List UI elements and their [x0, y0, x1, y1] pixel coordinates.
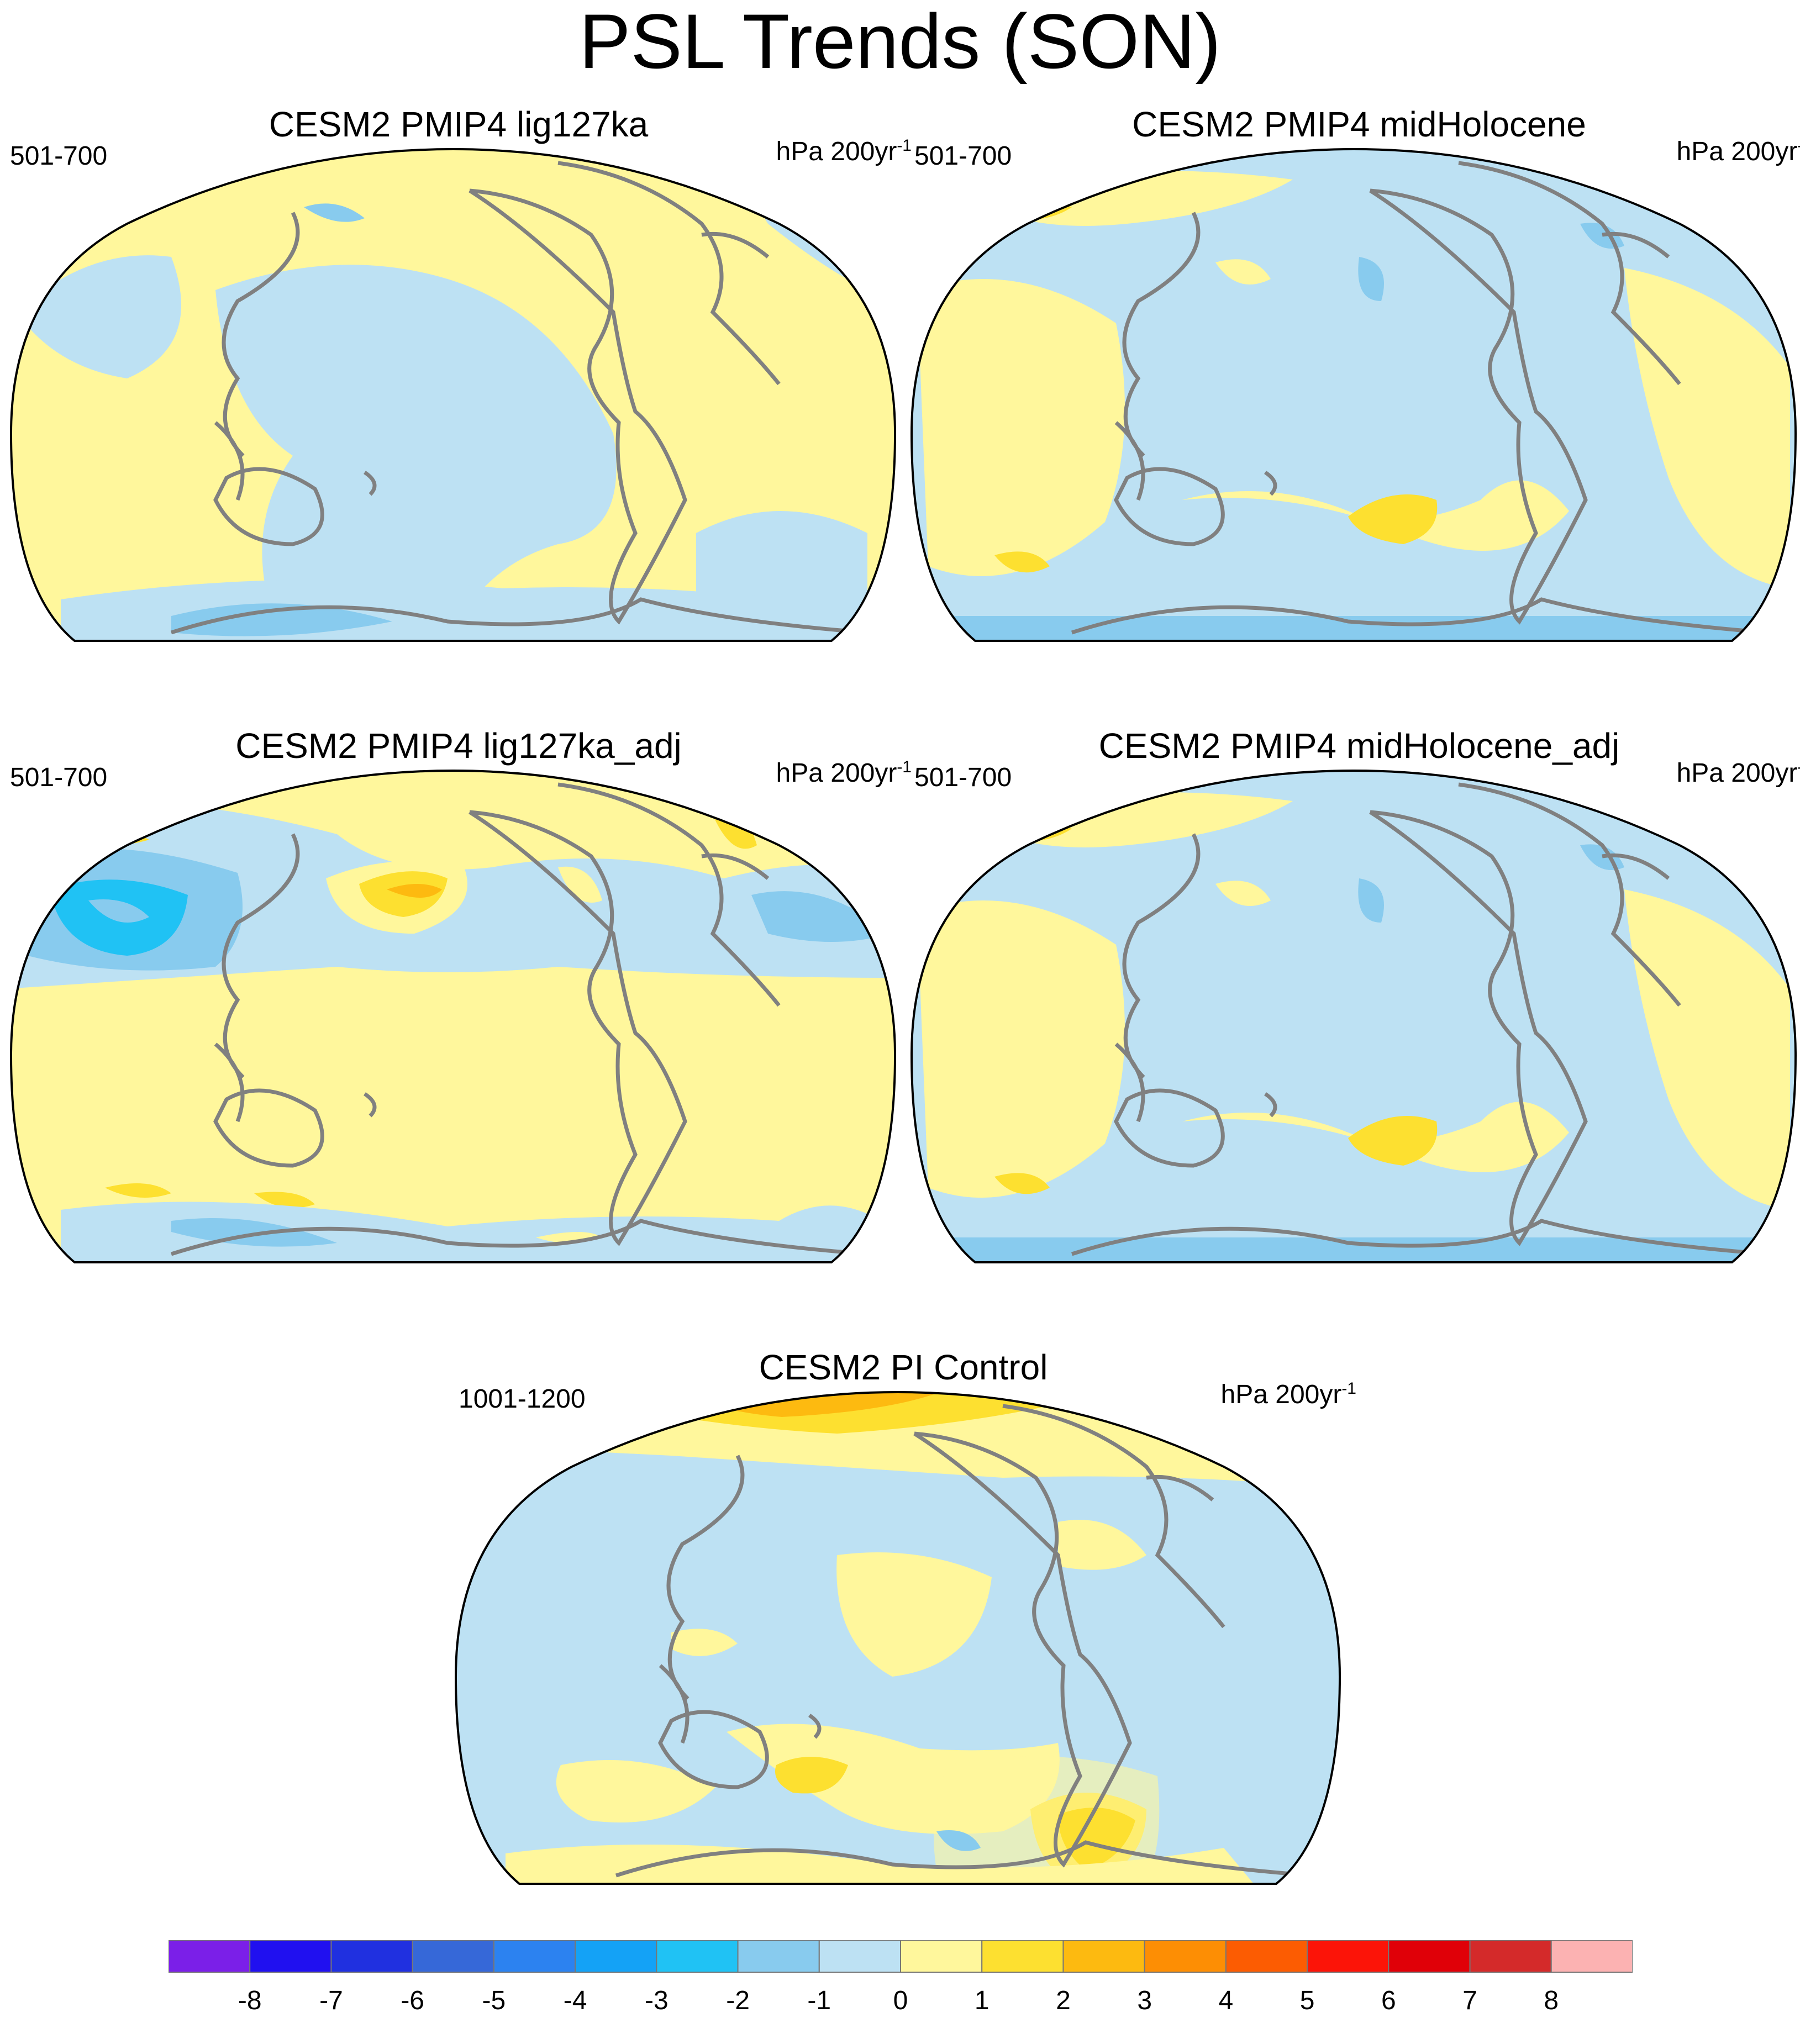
- colorbar-tick-label: -7: [319, 1986, 343, 2015]
- map-midHolocene_adj: [910, 769, 1797, 1263]
- coastlines: [615, 1404, 1336, 1878]
- period-label: 501-700: [10, 141, 108, 171]
- panel-title: CESM2 PMIP4 lig127ka: [269, 104, 649, 144]
- colorbar-tick-label: -3: [645, 1986, 669, 2015]
- colorbar-box: [575, 1940, 657, 1973]
- panel-title: CESM2 PMIP4 lig127ka_adj: [235, 726, 682, 766]
- colorbar-tick-label: 8: [1544, 1986, 1559, 2015]
- colorbar-box: [1062, 1940, 1145, 1973]
- colorbar-labels: -8 -7 -6 -5 -4 -3 -2 -1 0 1 2 3 4 5 6 7 8: [238, 1986, 1559, 2015]
- map-piControl: [454, 1390, 1341, 1885]
- colorbar-box: [981, 1940, 1064, 1973]
- colorbar-boxes: [169, 1940, 1633, 1973]
- colorbar-tick-label: 3: [1137, 1986, 1152, 2015]
- colorbar-box: [412, 1940, 494, 1973]
- units-label: hPa 200yr-1: [1676, 136, 1800, 166]
- panel-title: CESM2 PI Control: [759, 1347, 1048, 1387]
- coastlines: [170, 161, 891, 635]
- map-lig127ka_adj: [9, 769, 897, 1263]
- colorbar-box: [493, 1940, 576, 1973]
- figure-title: PSL Trends (SON): [579, 0, 1221, 85]
- colorbar-tick-label: -5: [482, 1986, 506, 2015]
- colorbar-tick-label: 1: [975, 1986, 990, 2015]
- colorbar-box: [1144, 1940, 1227, 1973]
- colorbar-box: [1307, 1940, 1390, 1973]
- panel-title: CESM2 PMIP4 midHolocene_adj: [1098, 726, 1620, 766]
- panel-title: CESM2 PMIP4 midHolocene: [1132, 104, 1586, 144]
- colorbar-box: [330, 1940, 413, 1973]
- units-label: hPa 200yr-1: [1676, 758, 1800, 788]
- colorbar-box: [737, 1940, 820, 1973]
- period-label: 501-700: [914, 763, 1012, 792]
- colorbar-tick-label: -2: [726, 1986, 750, 2015]
- period-label: 1001-1200: [459, 1384, 586, 1414]
- units-label: hPa 200yr-1: [1220, 1379, 1357, 1409]
- colorbar-tick-label: -8: [238, 1986, 262, 2015]
- map-lig127ka: [9, 147, 897, 642]
- period-label: 501-700: [10, 763, 108, 792]
- colorbar-tick-label: 4: [1219, 1986, 1234, 2015]
- colorbar-tick-label: 2: [1056, 1986, 1071, 2015]
- colorbar-box: [900, 1940, 983, 1973]
- map-midHolocene: [910, 147, 1797, 642]
- colorbar-box: [169, 1940, 251, 1973]
- panel-piControl: CESM2 PI Control 1001-1200 hPa 200yr-1: [450, 1345, 1356, 1920]
- colorbar-tick-label: -4: [564, 1986, 587, 2015]
- coastlines: [170, 782, 891, 1256]
- colorbar-tick-label: 0: [893, 1986, 908, 2015]
- panel-midHolocene_adj: CESM2 PMIP4 midHolocene_adj 501-700 hPa …: [906, 724, 1800, 1298]
- colorbar: -8 -7 -6 -5 -4 -3 -2 -1 0 1 2 3 4 5 6 7 8: [169, 1940, 1633, 2015]
- period-label: 501-700: [914, 141, 1012, 171]
- colorbar-box: [1550, 1940, 1633, 1973]
- panel-midHolocene: CESM2 PMIP4 midHolocene 501-700 hPa 200y…: [906, 102, 1800, 677]
- panel-lig127ka_adj: CESM2 PMIP4 lig127ka_adj 501-700 hPa 200…: [6, 724, 912, 1298]
- colorbar-box: [1469, 1940, 1552, 1973]
- colorbar-tick-label: 6: [1381, 1986, 1396, 2015]
- colorbar-box: [818, 1940, 902, 1973]
- colorbar-box: [656, 1940, 739, 1973]
- colorbar-tick-label: -1: [807, 1986, 831, 2015]
- units-label: hPa 200yr-1: [776, 758, 912, 788]
- colorbar-box: [1225, 1940, 1308, 1973]
- colorbar-box: [249, 1940, 332, 1973]
- colorbar-tick-label: -6: [401, 1986, 424, 2015]
- units-label: hPa 200yr-1: [776, 136, 912, 166]
- colorbar-box: [1388, 1940, 1471, 1973]
- colorbar-tick-label: 7: [1462, 1986, 1477, 2015]
- colorbar-tick-label: 5: [1300, 1986, 1315, 2015]
- panel-lig127ka: CESM2 PMIP4 lig127ka 501-700 hPa 200yr-1: [6, 102, 912, 677]
